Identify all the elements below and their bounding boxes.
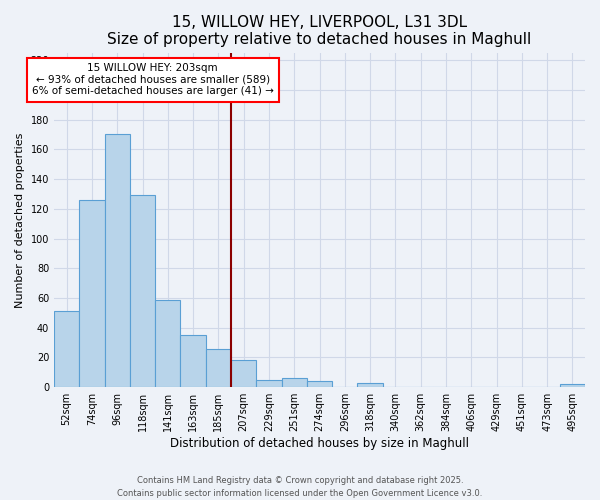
Bar [358,382,383,387]
Bar [130,196,155,387]
Bar [307,382,332,387]
Bar [281,378,307,387]
Bar [104,134,130,387]
Y-axis label: Number of detached properties: Number of detached properties [15,132,25,308]
Bar [181,335,206,387]
Text: 15 WILLOW HEY: 203sqm
← 93% of detached houses are smaller (589)
6% of semi-deta: 15 WILLOW HEY: 203sqm ← 93% of detached … [32,63,274,96]
Text: Contains HM Land Registry data © Crown copyright and database right 2025.
Contai: Contains HM Land Registry data © Crown c… [118,476,482,498]
X-axis label: Distribution of detached houses by size in Maghull: Distribution of detached houses by size … [170,437,469,450]
Bar [155,300,181,387]
Bar [206,348,231,387]
Title: 15, WILLOW HEY, LIVERPOOL, L31 3DL
Size of property relative to detached houses : 15, WILLOW HEY, LIVERPOOL, L31 3DL Size … [107,15,532,48]
Bar [79,200,104,387]
Bar [560,384,585,387]
Bar [256,380,281,387]
Bar [54,312,79,387]
Bar [231,360,256,387]
